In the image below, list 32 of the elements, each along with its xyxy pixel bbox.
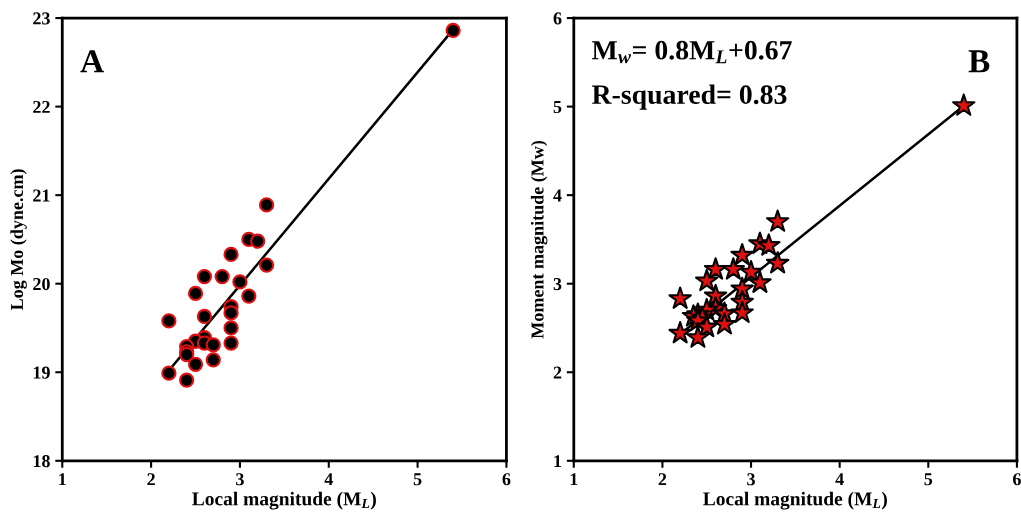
- y-tick-label: 2: [553, 366, 562, 379]
- x-tick-label: 3: [747, 473, 755, 486]
- y-axis-title: Log Mo (dyne.cm): [10, 169, 27, 311]
- annotation: M$_{w}$= 0.8M$_{L}$+0.67: [592, 40, 792, 64]
- annotation: A: [80, 50, 104, 73]
- x-tick-label: 2: [147, 473, 155, 486]
- y-tick-label: 18: [33, 455, 50, 468]
- annotation: B: [968, 50, 990, 73]
- y-tick-label: 5: [553, 101, 562, 114]
- y-tick-label: 22: [33, 100, 50, 113]
- y-tick-label: 23: [33, 12, 50, 25]
- x-tick-label: 6: [502, 473, 511, 486]
- y-axis-title: Moment magnitude (Mw): [530, 140, 548, 339]
- x-tick-label: 1: [59, 473, 66, 486]
- x-axis-title: Local magnitude (M$_{L}$): [703, 491, 887, 510]
- y-tick-label: 6: [553, 12, 562, 25]
- x-tick-label: 1: [570, 473, 578, 486]
- x-tick-label: 4: [835, 473, 844, 486]
- x-axis-title: Local magnitude (M$_{L}$): [192, 491, 376, 510]
- y-tick-label: 20: [33, 277, 50, 291]
- y-tick-label: 1: [554, 455, 562, 468]
- y-tick-label: 19: [33, 366, 50, 379]
- y-tick-label: 21: [33, 189, 50, 202]
- x-tick-label: 2: [658, 473, 667, 486]
- annotation: R-squared= 0.83: [592, 84, 787, 110]
- y-tick-label: 3: [553, 278, 562, 291]
- x-tick-label: 5: [924, 473, 933, 486]
- x-tick-label: 4: [324, 473, 333, 486]
- x-tick-label: 6: [1013, 473, 1021, 486]
- x-tick-label: 5: [413, 473, 422, 486]
- x-tick-label: 3: [236, 473, 244, 486]
- y-tick-label: 4: [553, 189, 562, 202]
